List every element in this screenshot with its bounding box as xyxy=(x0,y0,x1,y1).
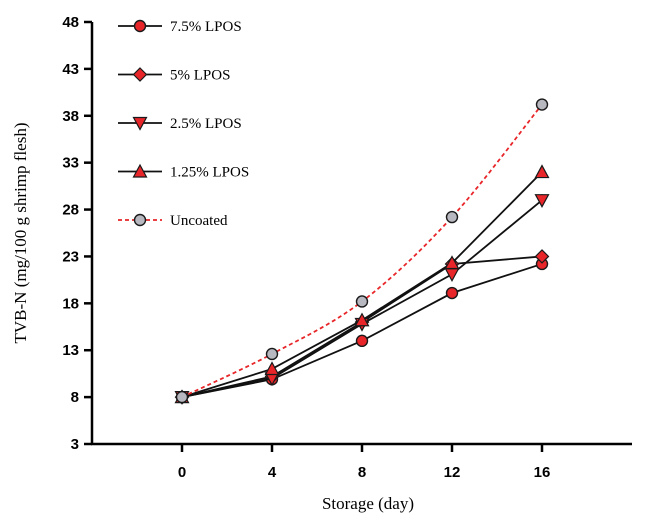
data-point xyxy=(444,255,460,270)
x-tick-label: 4 xyxy=(268,464,277,481)
legend-item: 1.25% LPOS xyxy=(118,163,249,181)
y-tick-label: 43 xyxy=(62,61,79,78)
x-tick-label: 8 xyxy=(358,464,366,481)
x-tick-label: 12 xyxy=(444,464,461,481)
data-point xyxy=(354,312,370,327)
legend-label: 5% LPOS xyxy=(170,68,230,84)
x-tick-label: 0 xyxy=(178,464,186,481)
y-tick-label: 28 xyxy=(62,202,79,219)
y-tick-label: 38 xyxy=(62,108,79,125)
y-tick-label: 23 xyxy=(62,248,79,265)
legend-item: Uncoated xyxy=(118,213,228,229)
y-tick-label: 48 xyxy=(62,14,79,31)
legend-item: 7.5% LPOS xyxy=(118,19,242,35)
x-axis-title: Storage (day) xyxy=(322,494,414,513)
legend-marker xyxy=(133,19,147,33)
legend-item: 5% LPOS xyxy=(118,67,230,84)
data-point xyxy=(534,249,550,264)
data-point xyxy=(445,210,459,224)
series-line xyxy=(181,171,543,398)
data-point xyxy=(445,286,459,300)
y-axis-title: TVB-N (mg/100 g shrimp flesh) xyxy=(11,123,30,344)
legend-marker xyxy=(133,213,147,227)
data-point xyxy=(534,164,550,179)
data-point xyxy=(355,295,369,308)
legend-marker xyxy=(132,116,148,131)
y-tick-label: 13 xyxy=(62,342,79,359)
legend-item: 2.5% LPOS xyxy=(118,116,242,132)
series-4 xyxy=(175,98,549,404)
y-tick-label: 33 xyxy=(62,155,79,172)
legend-marker xyxy=(132,67,148,82)
legend-marker xyxy=(132,163,148,178)
y-tick-label: 8 xyxy=(71,389,79,406)
data-point xyxy=(264,361,280,376)
legend-label: 2.5% LPOS xyxy=(170,116,242,132)
data-point xyxy=(265,347,279,361)
y-tick-label: 3 xyxy=(71,436,79,453)
data-point xyxy=(534,194,550,208)
data-point xyxy=(175,390,189,404)
x-tick-label: 16 xyxy=(534,464,551,481)
series-line xyxy=(181,103,543,398)
y-tick-label: 18 xyxy=(62,295,79,312)
series-layer xyxy=(174,98,550,405)
data-point xyxy=(355,334,369,348)
legend-label: 1.25% LPOS xyxy=(170,165,249,181)
legend-label: 7.5% LPOS xyxy=(170,19,242,35)
data-point xyxy=(535,98,549,111)
legend: 7.5% LPOS 5% LPOS 2.5% LPOS 1.25% LPOS Uncoa… xyxy=(118,19,249,229)
series-3 xyxy=(174,164,550,404)
legend-label: Uncoated xyxy=(170,213,228,229)
data-point xyxy=(444,268,460,283)
